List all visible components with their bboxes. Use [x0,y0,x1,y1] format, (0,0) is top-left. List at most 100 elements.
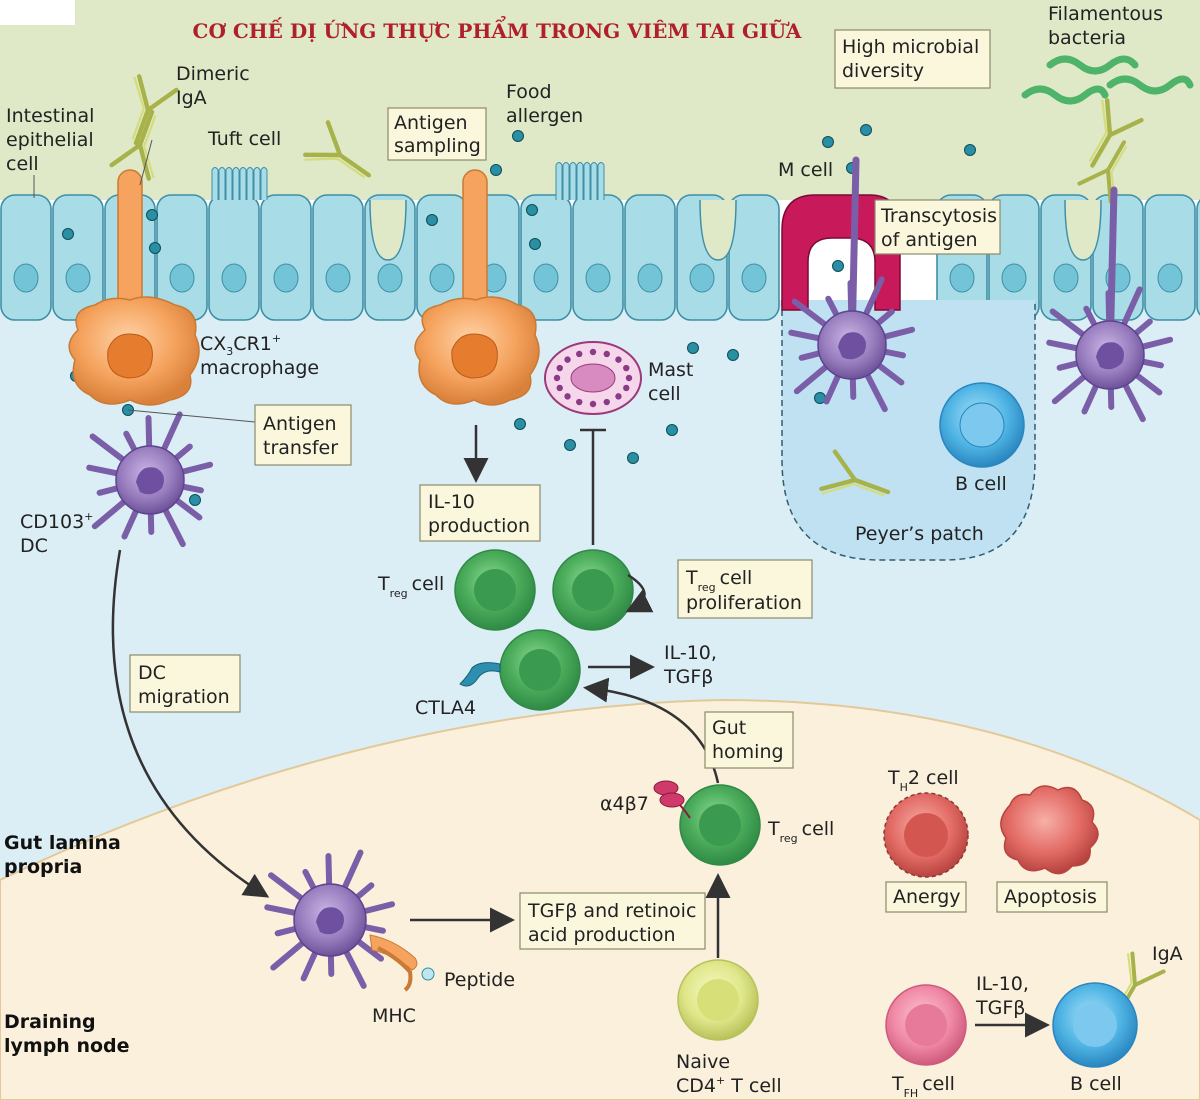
b-cell-icon [939,382,1025,468]
label-filamentous-2: bacteria [1048,27,1126,49]
epithelial-cell [52,194,104,321]
label-mast-1: Mast [648,359,693,381]
epithelial-cell [260,194,312,321]
antigen-dot [687,342,699,354]
t-cell-icon [454,549,761,866]
dendritic-cell [1046,186,1174,423]
mast-granule [615,356,622,363]
dendritic-cell [264,849,396,989]
antigen-dot [189,494,201,506]
ctla4-receptor [459,662,501,687]
mast-granule [625,374,633,382]
a4b7-integrin [653,780,691,819]
label-peyers-patch: Peyer’s patch [855,523,984,545]
label-dimeric-1: Dimeric [176,63,250,85]
label-intestinal-1: Intestinal [6,105,94,127]
antigen-dot [426,214,438,226]
box-gut-homing-1: Gut [712,717,746,739]
label-tuft-cell: Tuft cell [207,128,281,150]
box-il10-production-1: IL-10 [428,491,475,513]
label-il10-b-2: TGFβ [975,997,1025,1019]
epithelial-cell [520,194,572,321]
label-cx3cr1: CX3CR1+ [200,332,281,358]
mast-granule [589,400,597,408]
goblet-cell [1064,199,1102,261]
label-naive-2: CD4+ T cell [676,1074,782,1097]
goblet-cell [699,199,737,261]
box-il10-production-2: production [428,515,530,537]
label-gut-lamina: Gut lamina [4,832,121,854]
iga-antibody [819,449,891,497]
box-dc-migration-2: migration [138,686,230,708]
iga-antibody [109,109,157,181]
box-tgfb-retinoic-1: TGFβ and retinoic [527,900,696,922]
label-dimeric-2: IgA [176,87,207,109]
label-m-cell: M cell [778,159,833,181]
naive-t-cell [677,959,759,1041]
goblet-cell [369,199,407,261]
tuft-microvillus [239,167,247,200]
mast-granule [576,350,583,358]
antigen-dot [62,228,74,240]
box-transcytosis-1: Transcytosis [880,205,997,227]
m-cell [781,194,901,311]
antigen-dot [832,260,844,272]
epithelial-cell [312,194,364,321]
label-th2: TH2 cell [887,767,959,794]
box-apoptosis: Apoptosis [1004,886,1097,908]
tuft-microvillus [218,167,226,200]
tuft-microvillus [555,162,563,200]
antigen-dot [526,204,538,216]
epithelial-cell [1196,199,1200,316]
label-filamentous-1: Filamentous [1048,3,1163,25]
label-treg-1: Treg cell [377,573,444,600]
box-tgfb-retinoic-2: acid production [528,924,676,946]
mast-cell-icon [544,341,642,415]
iga-antibody [1088,98,1144,168]
epithelial-cell [728,194,780,321]
label-mhc: MHC [372,1005,416,1027]
antigen-dot [822,136,834,148]
label-il10-b-1: IL-10, [976,973,1029,995]
labels: Intestinal epithelial cell Dimeric IgA T… [4,3,1183,1100]
epithelial-cell [0,194,52,321]
label-tfh: TFH cell [891,1073,955,1100]
mast-granule [553,374,561,382]
macrophage-icon-center [414,169,540,406]
tuft-microvillus [211,167,219,200]
mast-granule [576,398,583,406]
epithelial-cell [416,194,468,321]
label-lymph-node: lymph node [4,1035,130,1057]
label-b-cell-ln: B cell [1070,1073,1122,1095]
box-anergy: Anergy [893,886,961,908]
antigen-dot [564,439,576,451]
tuft-microvillus [225,167,233,200]
antigen-dot [146,209,158,221]
tuft-microvillus [232,167,240,200]
mast-granule [623,364,630,372]
box-treg-proliferation-2: proliferation [686,592,802,614]
antigen-dot [666,424,678,436]
box-antigen-transfer-2: transfer [263,437,338,459]
antigen-dot [860,124,872,136]
label-iga: IgA [1152,943,1183,965]
mast-granule [564,393,571,400]
antigen-dot [149,242,161,254]
label-cd103: CD103+ [20,510,93,533]
tfh-cell [885,984,967,1066]
epithelial-cell [1092,194,1144,321]
label-mast-2: cell [648,383,681,405]
label-il10-2: TGFβ [663,666,713,688]
tuft-microvillus [253,167,261,200]
label-draining: Draining [4,1011,96,1033]
label-ctla4: CTLA4 [415,697,476,719]
epithelial-cell [208,194,260,321]
antigen-dot [512,130,524,142]
box-transcytosis-2: of antigen [881,229,978,251]
box-antigen-transfer-1: Antigen [263,413,337,435]
label-intestinal-2: epithelial [6,129,94,151]
label-food-2: allergen [506,105,583,127]
apoptotic-cell [1000,785,1099,875]
